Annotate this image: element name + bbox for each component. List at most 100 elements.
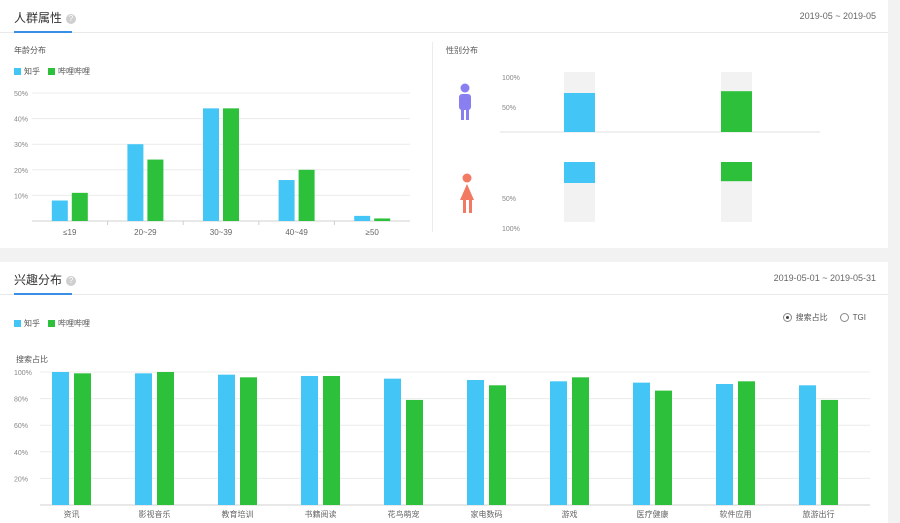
interest-distribution-card: 兴趣分布? 2019-05-01 ~ 2019-05-31 知乎 哔哩哔哩 搜索… bbox=[0, 262, 888, 523]
x-tick-label: 游戏 bbox=[562, 509, 578, 519]
bar-zhihu bbox=[52, 372, 69, 505]
y-tick-label: 100% bbox=[14, 370, 32, 377]
title-underline bbox=[14, 293, 72, 295]
y-tick-label: 80% bbox=[14, 397, 28, 404]
x-tick-label: 花鸟萌宠 bbox=[388, 509, 420, 519]
radio-circle[interactable] bbox=[839, 313, 849, 322]
y-tick-label: 40% bbox=[14, 117, 28, 124]
age-legend: 知乎 哔哩哔哩 bbox=[14, 66, 98, 77]
male-icon-head bbox=[460, 83, 470, 93]
radio-tgi[interactable]: TGI bbox=[839, 313, 866, 322]
bar-bilibili bbox=[298, 169, 315, 221]
bar-zhihu bbox=[127, 144, 144, 221]
x-tick-label: 软件应用 bbox=[720, 509, 752, 519]
help-icon[interactable]: ? bbox=[66, 14, 77, 24]
x-tick-label: 医疗健康 bbox=[637, 509, 669, 519]
legend-item-bilibili[interactable]: 哔哩哔哩 bbox=[48, 66, 90, 77]
x-tick-label: ≥50 bbox=[366, 228, 380, 237]
male-bar-bilibili bbox=[721, 91, 752, 132]
age-distribution-label: 年龄分布 bbox=[14, 46, 46, 55]
x-tick-label: 30~39 bbox=[210, 228, 233, 237]
bar-bilibili bbox=[240, 377, 257, 505]
x-tick-label: 影视音乐 bbox=[139, 509, 171, 519]
search-share-label: 搜索占比 bbox=[16, 355, 48, 364]
y-tick-label: 30% bbox=[14, 142, 28, 149]
bar-zhihu bbox=[218, 374, 235, 505]
y-tick-label: 20% bbox=[14, 168, 28, 175]
bar-zhihu bbox=[51, 200, 68, 221]
x-tick-label: ≤19 bbox=[63, 228, 77, 237]
female-bar-bilibili bbox=[721, 162, 752, 182]
bar-bilibili bbox=[223, 108, 239, 221]
bar-bilibili bbox=[738, 381, 755, 505]
legend-item-zhihu[interactable]: 知乎 bbox=[14, 318, 40, 329]
interest-legend: 知乎 哔哩哔哩 bbox=[14, 318, 98, 329]
bar-zhihu bbox=[799, 385, 816, 505]
female-icon-leg bbox=[469, 199, 472, 213]
y-tick-label: 50% bbox=[502, 105, 516, 112]
y-tick-label: 10% bbox=[14, 193, 28, 200]
y-tick-label: 50% bbox=[14, 91, 28, 98]
male-bar-zhihu bbox=[564, 93, 595, 132]
male-icon-body bbox=[459, 94, 471, 110]
metric-radio-group: 搜索占比 TGI bbox=[771, 312, 866, 323]
x-tick-label: 40~49 bbox=[285, 228, 308, 237]
interest-bar-chart: 20% 40% 60% 80% 100% 资讯 影视音乐 教育培训 书籍阅读 花鸟萌宠 家电数码 游戏… bbox=[14, 370, 870, 519]
bar-zhihu bbox=[467, 379, 484, 505]
bar-bilibili bbox=[655, 390, 672, 505]
section-divider bbox=[432, 42, 433, 232]
x-tick-label: 教育培训 bbox=[222, 509, 254, 519]
female-icon-body bbox=[460, 184, 474, 200]
bar-bilibili bbox=[74, 373, 91, 505]
radio-search-share[interactable]: 搜索占比 bbox=[782, 312, 828, 323]
x-tick-label: 旅游出行 bbox=[803, 509, 835, 519]
radio-search-share-label: 搜索占比 bbox=[795, 313, 828, 322]
interest-distribution-header: 兴趣分布? 2019-05-01 ~ 2019-05-31 bbox=[0, 262, 888, 295]
bar-zhihu bbox=[550, 381, 567, 505]
legend-swatch-bilibili bbox=[48, 320, 55, 327]
female-icon-leg bbox=[463, 199, 466, 213]
y-tick-label: 20% bbox=[14, 476, 28, 483]
legend-item-bilibili[interactable]: 哔哩哔哩 bbox=[48, 318, 90, 329]
y-tick-label: 100% bbox=[502, 75, 520, 82]
male-icon-leg bbox=[466, 108, 469, 120]
bar-bilibili bbox=[374, 218, 391, 221]
legend-label-zhihu: 知乎 bbox=[24, 67, 40, 76]
y-tick-label: 40% bbox=[14, 450, 28, 457]
bar-zhihu bbox=[203, 108, 219, 221]
legend-label-zhihu: 知乎 bbox=[24, 319, 40, 328]
bar-zhihu bbox=[384, 378, 401, 505]
radio-circle-checked[interactable] bbox=[782, 313, 792, 322]
legend-label-bilibili: 哔哩哔哩 bbox=[58, 67, 90, 76]
legend-swatch-bilibili bbox=[48, 68, 55, 75]
bar-bilibili bbox=[323, 375, 340, 505]
bar-bilibili bbox=[157, 372, 174, 505]
age-bar-chart: 10% 20% 30% 40% 50% ≤19 20~29 30~39 40~49 ≥50 bbox=[14, 91, 410, 237]
x-tick-label: 20~29 bbox=[134, 228, 157, 237]
legend-swatch-zhihu bbox=[14, 320, 21, 327]
bar-zhihu bbox=[135, 373, 152, 505]
date-range[interactable]: 2019-05 ~ 2019-05 bbox=[799, 11, 876, 21]
title-underline bbox=[14, 31, 72, 33]
x-tick-label: 书籍阅读 bbox=[305, 509, 337, 519]
female-bar-zhihu bbox=[564, 162, 595, 183]
date-range[interactable]: 2019-05-01 ~ 2019-05-31 bbox=[773, 273, 876, 283]
y-tick-label: 100% bbox=[502, 226, 520, 233]
y-tick-label: 60% bbox=[14, 423, 28, 430]
bar-zhihu bbox=[354, 215, 371, 221]
bar-bilibili bbox=[406, 399, 423, 505]
gender-distribution-label: 性别分布 bbox=[446, 46, 478, 55]
help-icon[interactable]: ? bbox=[66, 276, 77, 286]
legend-swatch-zhihu bbox=[14, 68, 21, 75]
bar-bilibili bbox=[489, 385, 506, 505]
bar-zhihu bbox=[633, 382, 650, 505]
crowd-attributes-title: 人群属性? bbox=[14, 9, 77, 26]
crowd-attributes-title-text: 人群属性 bbox=[14, 11, 63, 25]
crowd-attributes-header: 人群属性? 2019-05 ~ 2019-05 bbox=[0, 0, 888, 33]
female-icon-head bbox=[462, 173, 472, 183]
bar-bilibili bbox=[572, 377, 589, 505]
gender-bar-chart: 100% 50% 50% 100% bbox=[459, 72, 820, 233]
x-tick-label: 家电数码 bbox=[471, 509, 503, 519]
legend-item-zhihu[interactable]: 知乎 bbox=[14, 66, 40, 77]
legend-label-bilibili: 哔哩哔哩 bbox=[58, 319, 90, 328]
